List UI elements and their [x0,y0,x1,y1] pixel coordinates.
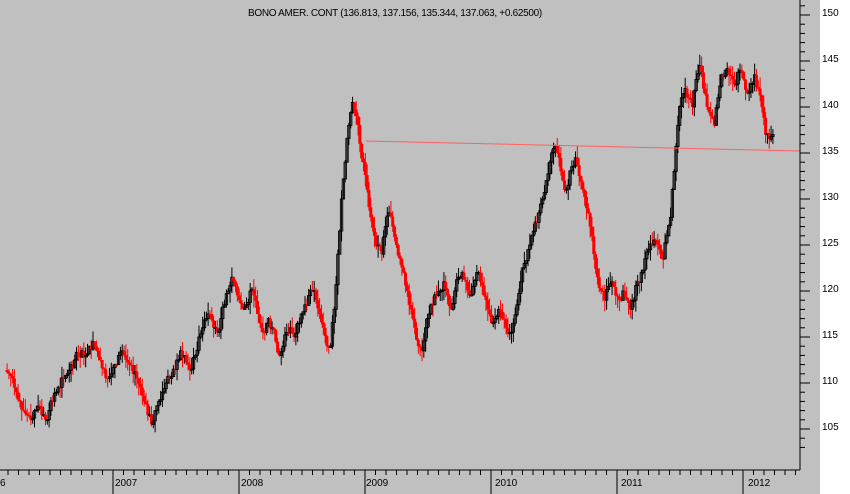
y-tick-label: 125 [822,238,839,249]
y-tick-label: 140 [822,100,839,111]
chart-title: BONO AMER. CONT (136.813, 137.156, 135.3… [248,8,542,19]
x-tick-label: 2008 [241,478,264,489]
y-tick-label: 150 [822,8,839,19]
y-tick-label: 135 [822,146,839,157]
y-tick-label: 120 [822,284,839,295]
trendline [365,140,801,152]
x-tick-label: 2007 [115,478,138,489]
x-tick-label: 2011 [621,478,643,489]
x-tick-label: 6 [0,478,6,489]
x-tick-label: 2012 [748,478,771,489]
y-tick-label: 145 [822,54,839,65]
y-tick-label: 105 [822,422,839,433]
y-tick-label: 110 [822,376,838,387]
x-tick-label: 2009 [366,478,389,489]
plot-area [0,0,820,494]
y-tick-label: 115 [822,330,838,341]
x-tick-label: 2010 [495,478,518,489]
y-tick-label: 130 [822,192,839,203]
